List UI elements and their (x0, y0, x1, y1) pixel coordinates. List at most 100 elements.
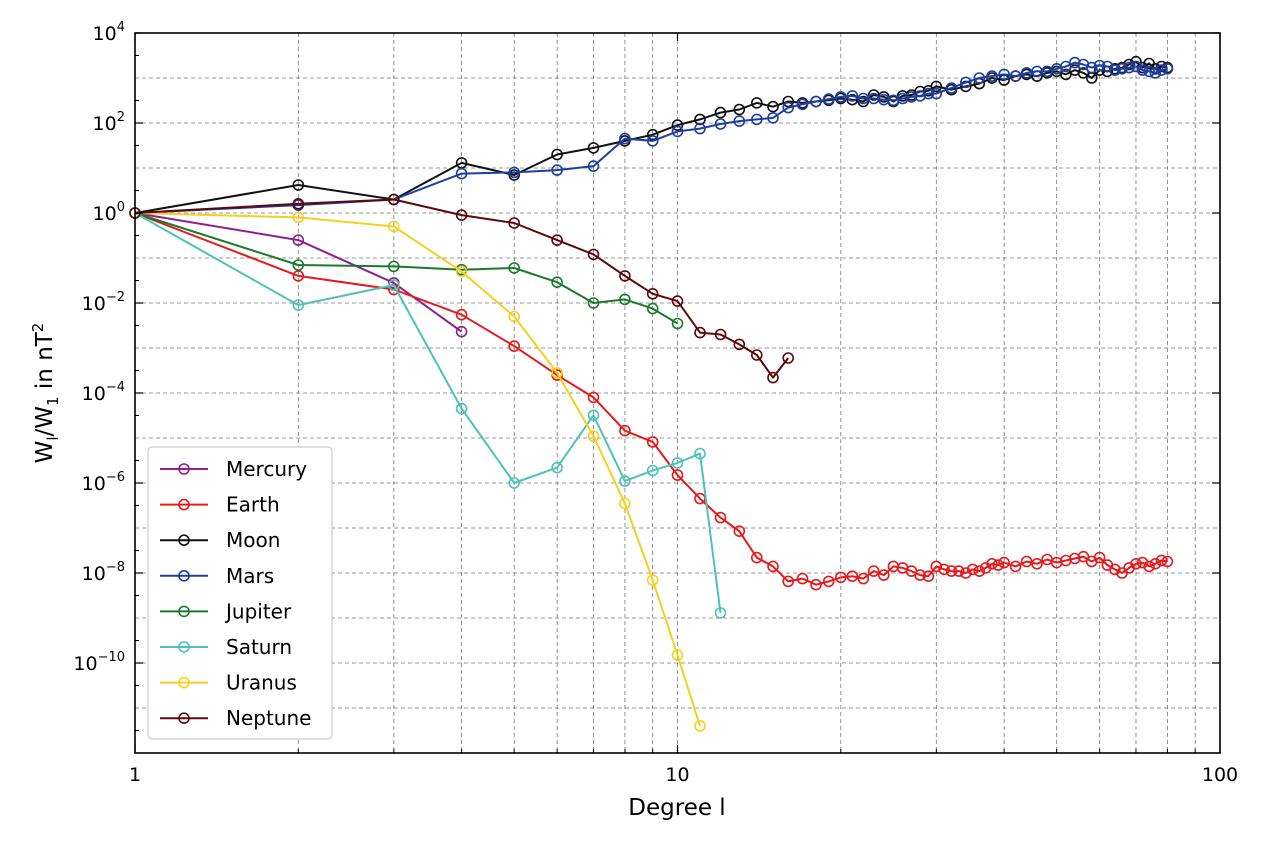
data-point-jupiter (508, 262, 521, 274)
data-point-mars (782, 101, 795, 114)
x-axis-label: Degree l (628, 795, 725, 821)
data-point-moon (857, 95, 870, 108)
legend: Mercury Earth Moon Mars Jupiter Saturn Uranus N… (147, 446, 333, 740)
data-point-jupiter (619, 293, 631, 306)
legend-label-saturn: Saturn (226, 635, 292, 659)
data-point-earth (508, 340, 521, 352)
legend-marker-jupiter (178, 605, 190, 618)
data-point-mars (1143, 65, 1155, 78)
data-point-uranus (587, 430, 600, 442)
data-point-moon (292, 179, 305, 191)
data-point-mars (750, 113, 763, 126)
data-point-earth (733, 525, 746, 538)
data-point-moon (767, 100, 779, 113)
data-point-neptune (733, 338, 746, 351)
data-point-uranus (646, 574, 659, 586)
legend-label-earth: Earth (226, 493, 280, 517)
data-point-mars (619, 132, 631, 145)
data-point-neptune (767, 371, 779, 384)
data-point-uranus (619, 497, 631, 510)
series-line-uranus (134, 212, 701, 727)
y-tick-label: 10−6 (82, 470, 125, 495)
legend-marker-mercury (178, 463, 190, 475)
y-tick-label: 10−2 (82, 290, 125, 315)
legend-marker-mars (178, 569, 190, 582)
data-point-mars (1136, 64, 1149, 76)
data-point-mars (671, 125, 684, 138)
legend-items: Mercury Earth Moon Mars Jupiter Saturn Uranus N… (160, 457, 311, 730)
data-point-mars (1149, 67, 1162, 79)
data-point-earth (822, 575, 835, 588)
data-point-uranus (671, 649, 684, 661)
data-point-mars (646, 135, 659, 147)
data-point-earth (619, 424, 631, 437)
data-point-earth (998, 556, 1010, 569)
data-point-uranus (508, 310, 521, 323)
data-point-moon (587, 142, 600, 154)
data-point-mars (1116, 63, 1128, 75)
legend-marker-uranus (178, 676, 190, 689)
data-point-earth (671, 469, 684, 481)
data-point-saturn (587, 409, 600, 422)
data-point-neptune (587, 248, 600, 261)
series-line-mercury (134, 212, 463, 333)
data-point-uranus (455, 265, 468, 278)
data-point-mars (1130, 60, 1142, 73)
data-point-earth (1143, 560, 1155, 573)
legend-marker-neptune (178, 712, 190, 725)
legend-marker-moon (178, 534, 190, 547)
data-point-saturn (619, 475, 631, 487)
data-point-mars (551, 164, 563, 176)
data-point-earth (914, 569, 926, 581)
data-point-mars (1009, 70, 1022, 82)
data-point-mars (1085, 61, 1098, 74)
data-point-moon (750, 97, 763, 109)
data-point-earth (455, 308, 468, 321)
x-tick-label: 10 (665, 764, 689, 786)
data-point-jupiter (587, 297, 600, 309)
data-point-mars (587, 160, 600, 172)
data-point-earth (1136, 556, 1149, 569)
data-point-neptune (292, 198, 305, 210)
data-point-mars (694, 122, 706, 135)
data-point-jupiter (671, 317, 684, 330)
data-point-jupiter (551, 276, 563, 289)
legend-label-neptune: Neptune (226, 706, 311, 730)
data-point-moon (1060, 68, 1072, 81)
data-point-mars (922, 87, 935, 100)
data-point-earth (952, 565, 965, 577)
data-point-earth (922, 570, 935, 583)
data-point-saturn (551, 461, 563, 474)
data-point-mars (796, 98, 809, 111)
data-point-mars (1155, 64, 1168, 76)
data-point-neptune (782, 352, 795, 364)
legend-label-jupiter: Jupiter (224, 599, 292, 623)
data-point-mars (945, 82, 958, 94)
data-point-moon (714, 106, 727, 119)
data-point-earth (1093, 551, 1106, 564)
data-point-uranus (694, 720, 706, 732)
data-point-earth (796, 572, 809, 585)
data-point-mars (455, 167, 468, 180)
data-point-mars (1109, 64, 1121, 76)
data-point-saturn (292, 299, 305, 311)
data-point-earth (646, 436, 659, 448)
data-point-moon (646, 128, 659, 141)
data-point-jupiter (646, 302, 659, 315)
data-point-saturn (714, 607, 727, 619)
data-point-earth (292, 270, 305, 282)
data-point-earth (750, 551, 763, 564)
data-point-earth (767, 560, 779, 573)
data-point-earth (1020, 555, 1033, 568)
data-point-mars (998, 68, 1010, 81)
data-point-moon (1155, 60, 1168, 73)
data-point-mars (834, 91, 847, 103)
data-point-moon (846, 93, 859, 106)
data-point-mars (973, 72, 986, 84)
data-point-mars (767, 112, 779, 124)
data-point-earth (986, 557, 998, 570)
data-point-neptune (694, 326, 706, 339)
data-point-earth (1161, 555, 1174, 568)
legend-box (147, 446, 333, 740)
